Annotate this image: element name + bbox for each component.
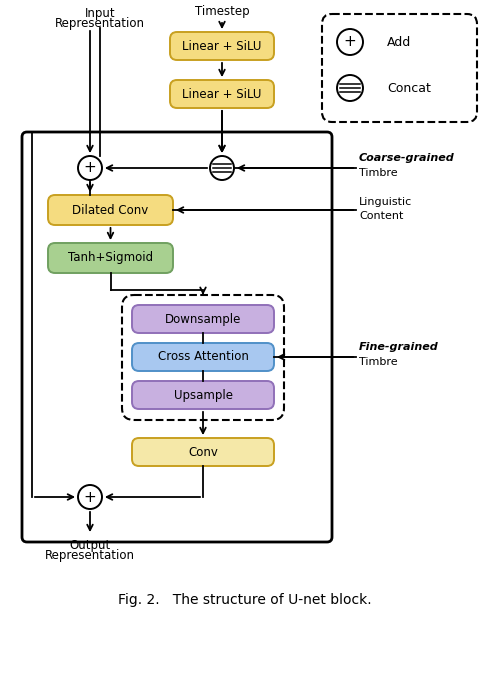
Circle shape (337, 75, 363, 101)
FancyBboxPatch shape (122, 295, 284, 420)
Text: Content: Content (359, 211, 403, 221)
Text: Conv: Conv (188, 445, 218, 458)
Circle shape (210, 156, 234, 180)
FancyBboxPatch shape (132, 381, 274, 409)
FancyBboxPatch shape (132, 438, 274, 466)
Text: Add: Add (387, 35, 411, 48)
Text: Upsample: Upsample (173, 388, 232, 401)
Text: Timestep: Timestep (195, 5, 249, 18)
Text: Fine-grained: Fine-grained (359, 342, 439, 352)
Text: Coarse-grained: Coarse-grained (359, 153, 455, 163)
Text: Linguistic: Linguistic (359, 197, 412, 207)
Text: +: + (84, 490, 97, 505)
Text: +: + (84, 160, 97, 175)
FancyBboxPatch shape (48, 243, 173, 273)
Text: Downsample: Downsample (165, 313, 241, 326)
Text: Timbre: Timbre (359, 357, 397, 367)
Text: Linear + SiLU: Linear + SiLU (182, 39, 262, 52)
FancyBboxPatch shape (170, 32, 274, 60)
Text: Representation: Representation (45, 549, 135, 562)
Circle shape (78, 156, 102, 180)
Text: Input: Input (85, 7, 115, 20)
Circle shape (337, 29, 363, 55)
Text: Linear + SiLU: Linear + SiLU (182, 88, 262, 101)
FancyBboxPatch shape (132, 343, 274, 371)
Text: Timbre: Timbre (359, 168, 397, 178)
Circle shape (78, 485, 102, 509)
Text: Representation: Representation (55, 16, 145, 29)
Text: Tanh+Sigmoid: Tanh+Sigmoid (68, 252, 153, 265)
Text: Cross Attention: Cross Attention (158, 350, 248, 364)
FancyBboxPatch shape (132, 305, 274, 333)
FancyBboxPatch shape (48, 195, 173, 225)
Text: Concat: Concat (387, 82, 431, 95)
Text: Dilated Conv: Dilated Conv (73, 203, 148, 216)
FancyBboxPatch shape (22, 132, 332, 542)
Text: +: + (343, 35, 356, 50)
Text: Output: Output (70, 539, 111, 551)
Text: Fig. 2.   The structure of U-net block.: Fig. 2. The structure of U-net block. (118, 593, 372, 607)
FancyBboxPatch shape (170, 80, 274, 108)
